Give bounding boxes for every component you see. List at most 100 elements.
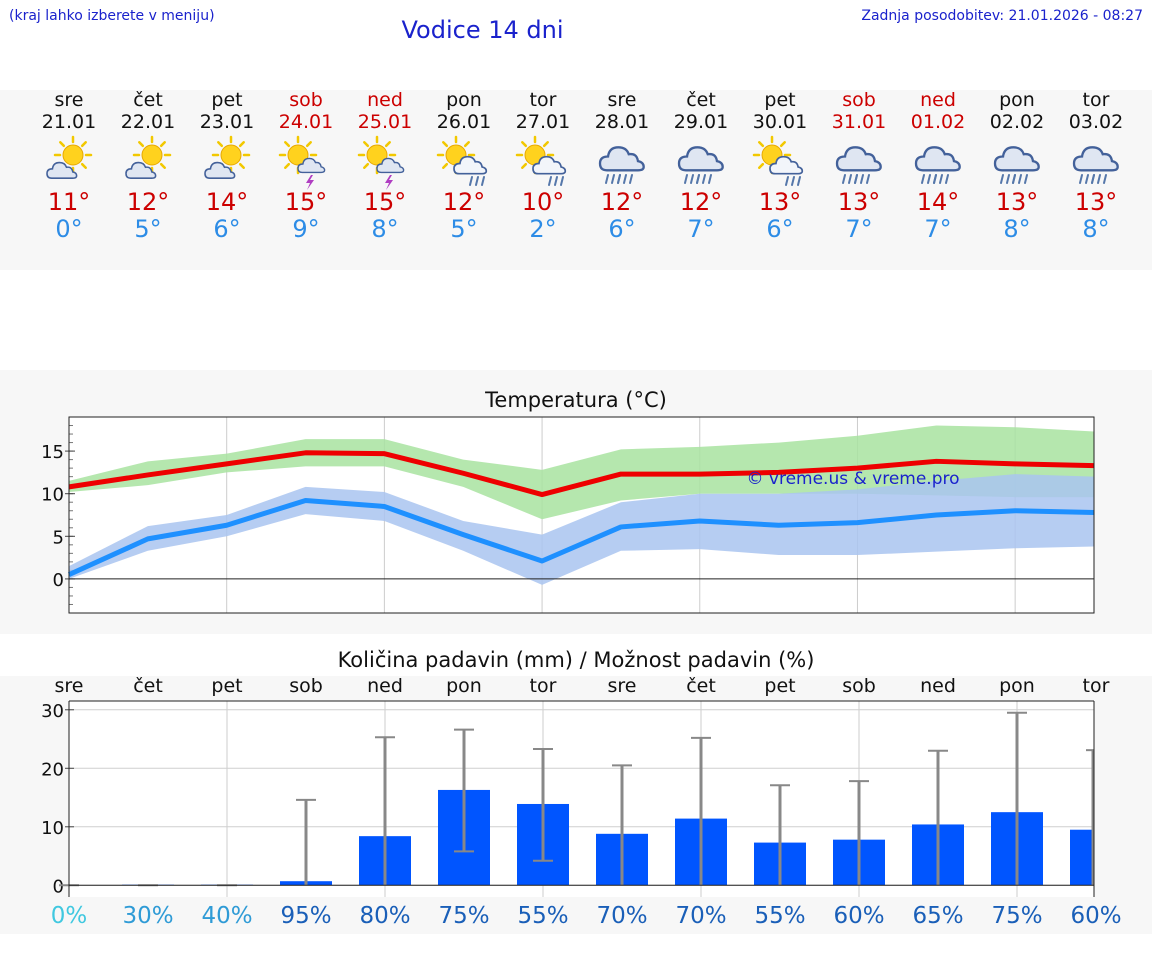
min-temp: 6° xyxy=(766,215,794,243)
precip-chance: 75% xyxy=(438,903,490,929)
max-range-band xyxy=(69,425,1094,520)
min-temp: 7° xyxy=(845,215,873,243)
precip-chance: 30% xyxy=(122,903,174,929)
page-title: Vodice 14 dni xyxy=(401,16,564,44)
heavy-rain-icon xyxy=(661,135,741,191)
day-date: 27.01 xyxy=(515,111,571,133)
precip-day-name: sob xyxy=(289,675,323,697)
min-temp: 7° xyxy=(687,215,715,243)
precip-bar xyxy=(1070,829,1094,886)
precip-day-name: sre xyxy=(54,675,84,697)
day-name: ned xyxy=(367,89,403,111)
location-menu-hint[interactable]: (kraj lahko izberete v meniju) xyxy=(9,8,215,24)
max-temp: 15° xyxy=(284,188,328,216)
forecast-day: pet 30.01 13° 6° xyxy=(740,89,820,243)
precip-day-name: pon xyxy=(446,675,482,697)
max-temp: 14° xyxy=(916,188,960,216)
precip-day-name: pon xyxy=(999,675,1035,697)
max-temp: 13° xyxy=(758,188,802,216)
heavy-rain-icon xyxy=(819,135,899,191)
min-temp: 8° xyxy=(371,215,399,243)
day-date: 03.02 xyxy=(1068,111,1124,133)
forecast-strip xyxy=(0,90,1152,270)
day-name: tor xyxy=(1082,89,1110,111)
y-tick-label: 0 xyxy=(53,570,64,591)
sun-rain-icon xyxy=(503,135,583,191)
heavy-rain-icon xyxy=(1056,135,1136,191)
precip-day-name: sre xyxy=(607,675,637,697)
day-name: pet xyxy=(764,89,796,111)
precipitation-chart: 0 10 20 30 xyxy=(41,700,1095,897)
forecast-day: tor 03.02 13° 8° xyxy=(1056,89,1136,243)
max-temp: 11° xyxy=(47,188,91,216)
max-temp: 10° xyxy=(521,188,565,216)
precip-chance: 65% xyxy=(912,903,964,929)
plot-frame xyxy=(68,416,1095,614)
precipitation-chart-title: Količina padavin (mm) / Možnost padavin … xyxy=(337,648,815,672)
heavy-rain-icon xyxy=(898,135,978,191)
max-temp-line xyxy=(68,450,1095,498)
forecast-day: pon 26.01 12° 5° xyxy=(424,89,504,243)
day-name: sre xyxy=(54,89,84,111)
y-tick-label: 20 xyxy=(41,759,64,780)
sun-storm-icon xyxy=(345,135,425,191)
day-name: pon xyxy=(446,89,482,111)
y-tick-label: 30 xyxy=(41,701,64,722)
last-update-text: Zadnja posodobitev: 21.01.2026 - 08:27 xyxy=(861,8,1143,24)
day-name: sre xyxy=(607,89,637,111)
day-name: tor xyxy=(529,89,557,111)
min-temp-line xyxy=(67,498,1095,577)
precip-chance: 40% xyxy=(201,903,253,929)
min-temp: 0° xyxy=(55,215,83,243)
precip-chance: 60% xyxy=(1070,903,1122,929)
precip-chance: 55% xyxy=(517,903,569,929)
day-name: sob xyxy=(842,89,876,111)
day-date: 22.01 xyxy=(120,111,176,133)
min-temp: 8° xyxy=(1082,215,1110,243)
max-temp: 13° xyxy=(995,188,1039,216)
day-date: 24.01 xyxy=(278,111,334,133)
forecast-day: pon 02.02 13° 8° xyxy=(977,89,1057,243)
precip-day-name: čet xyxy=(686,675,716,697)
precip-chance: 55% xyxy=(754,903,806,929)
precip-day-name: ned xyxy=(920,675,956,697)
max-temp: 12° xyxy=(600,188,644,216)
sun-cloud-icon xyxy=(29,135,109,191)
sun-cloud-icon xyxy=(187,135,267,191)
min-temp: 5° xyxy=(450,215,478,243)
max-temp: 15° xyxy=(363,188,407,216)
precip-day-name: sob xyxy=(842,675,876,697)
precip-day-name: ned xyxy=(367,675,403,697)
day-date: 02.02 xyxy=(989,111,1045,133)
sun-rain-icon xyxy=(424,135,504,191)
y-tick-label: 15 xyxy=(41,442,64,463)
max-temp: 14° xyxy=(205,188,249,216)
max-temp: 12° xyxy=(679,188,723,216)
day-date: 01.02 xyxy=(910,111,966,133)
min-temp: 6° xyxy=(213,215,241,243)
day-date: 30.01 xyxy=(752,111,808,133)
sun-storm-icon xyxy=(266,135,346,191)
temperature-chart-title: Temperatura (°C) xyxy=(485,388,667,412)
precip-day-name: pet xyxy=(211,675,243,697)
day-name: ned xyxy=(920,89,956,111)
y-tick-label: 10 xyxy=(41,818,64,839)
min-temp: 5° xyxy=(134,215,162,243)
min-temp: 7° xyxy=(924,215,952,243)
precip-chance: 75% xyxy=(991,903,1043,929)
day-date: 25.01 xyxy=(357,111,413,133)
day-name: pet xyxy=(211,89,243,111)
y-tick-label: 0 xyxy=(53,876,64,897)
precip-day-name: čet xyxy=(133,675,163,697)
precip-chance: 70% xyxy=(596,903,648,929)
min-temp: 9° xyxy=(292,215,320,243)
precip-day-name: tor xyxy=(529,675,557,697)
day-name: čet xyxy=(133,89,163,111)
y-tick-label: 5 xyxy=(53,527,64,548)
forecast-day: čet 22.01 12° 5° xyxy=(108,89,188,243)
forecast-day: sre 21.01 11° 0° xyxy=(29,89,109,243)
precip-day-name: tor xyxy=(1082,675,1110,697)
watermark: © vreme.us & vreme.pro xyxy=(746,469,959,489)
forecast-day: čet 29.01 12° 7° xyxy=(661,89,741,243)
forecast-day: ned 01.02 14° 7° xyxy=(898,89,978,243)
